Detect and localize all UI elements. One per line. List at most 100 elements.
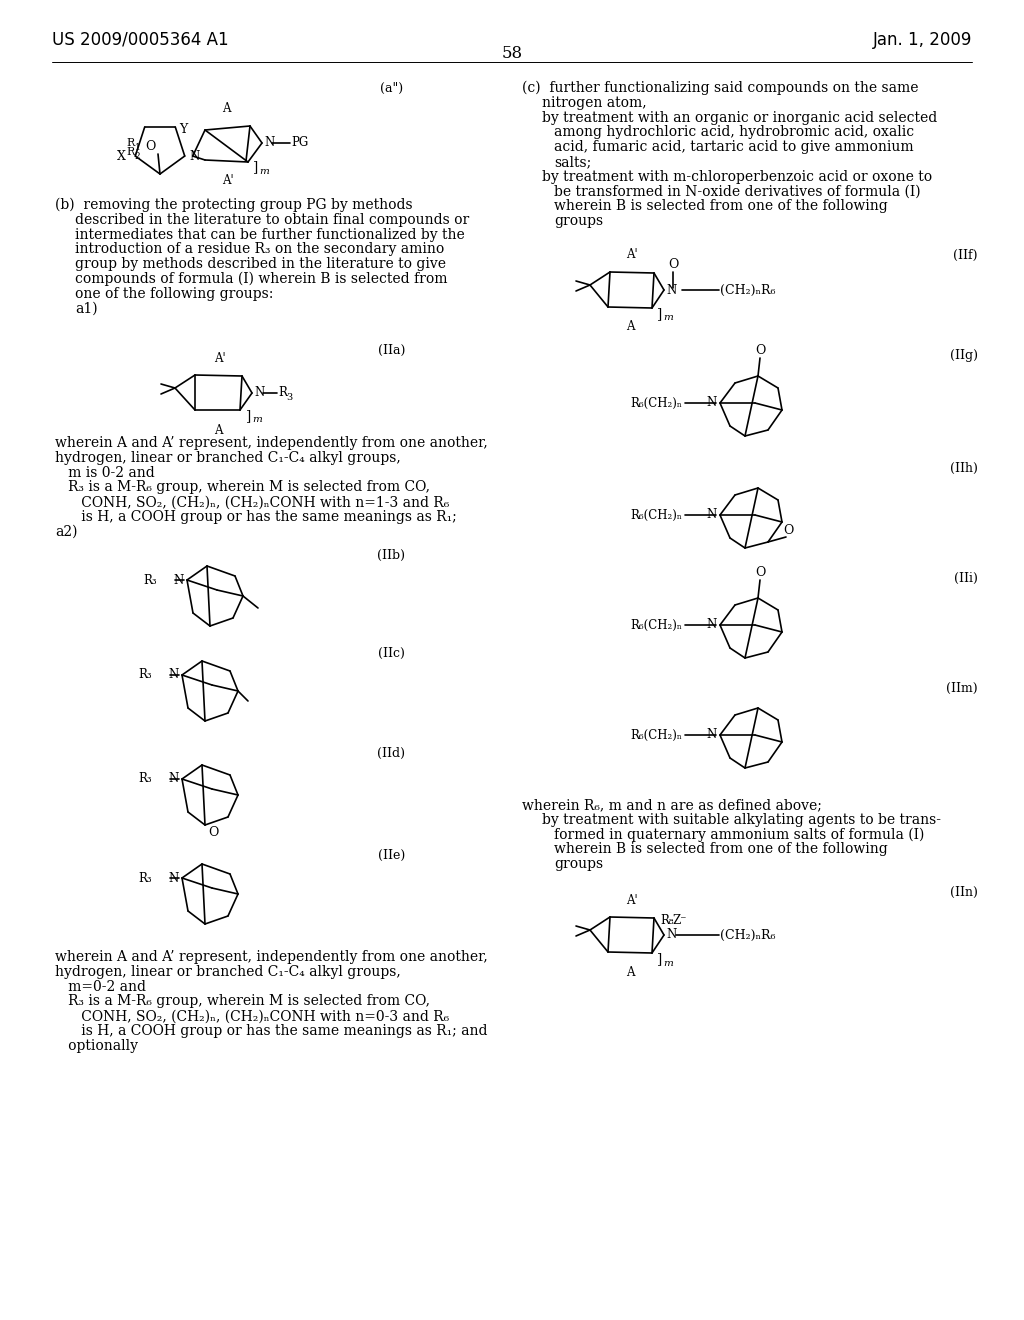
Text: A: A xyxy=(222,102,230,115)
Text: R₈: R₈ xyxy=(660,913,674,927)
Text: group by methods described in the literature to give: group by methods described in the litera… xyxy=(75,257,446,271)
Text: among hydrochloric acid, hydrobromic acid, oxalic: among hydrochloric acid, hydrobromic aci… xyxy=(554,125,914,140)
Text: N: N xyxy=(169,871,179,884)
Text: acid, fumaric acid, tartaric acid to give ammonium: acid, fumaric acid, tartaric acid to giv… xyxy=(554,140,913,154)
Text: (IIm): (IIm) xyxy=(946,681,978,694)
Text: (IIg): (IIg) xyxy=(950,348,978,362)
Text: m: m xyxy=(252,416,262,425)
Text: by treatment with m-chloroperbenzoic acid or oxone to: by treatment with m-chloroperbenzoic aci… xyxy=(542,170,932,183)
Text: by treatment with suitable alkylating agents to be trans-: by treatment with suitable alkylating ag… xyxy=(542,813,941,826)
Text: (c)  further functionalizing said compounds on the same: (c) further functionalizing said compoun… xyxy=(522,81,919,95)
Text: one of the following groups:: one of the following groups: xyxy=(75,286,273,301)
Text: O: O xyxy=(782,524,794,536)
Text: ]: ] xyxy=(246,409,251,422)
Text: salts;: salts; xyxy=(554,154,591,169)
Text: CONH, SO₂, (CH₂)ₙ, (CH₂)ₙCONH with n=1-3 and R₆: CONH, SO₂, (CH₂)ₙ, (CH₂)ₙCONH with n=1-3… xyxy=(55,495,450,510)
Text: Jan. 1, 2009: Jan. 1, 2009 xyxy=(872,30,972,49)
Text: N: N xyxy=(169,772,179,785)
Text: (a"): (a") xyxy=(380,82,403,95)
Text: R₆(CH₂)ₙ: R₆(CH₂)ₙ xyxy=(630,508,682,521)
Text: m=0-2 and: m=0-2 and xyxy=(55,979,146,994)
Text: ]: ] xyxy=(253,160,258,174)
Text: Y: Y xyxy=(179,124,187,136)
Text: N: N xyxy=(189,149,200,162)
Text: N: N xyxy=(707,619,717,631)
Text: Z⁻: Z⁻ xyxy=(672,913,686,927)
Text: R: R xyxy=(127,147,135,157)
Text: A: A xyxy=(626,321,634,334)
Text: wherein R₆, m and n are as defined above;: wherein R₆, m and n are as defined above… xyxy=(522,799,822,812)
Text: ]: ] xyxy=(657,952,663,966)
Text: (CH₂)ₙR₆: (CH₂)ₙR₆ xyxy=(720,284,775,297)
Text: compounds of formula (I) wherein B is selected from: compounds of formula (I) wherein B is se… xyxy=(75,272,447,286)
Text: R: R xyxy=(127,139,135,148)
Text: m: m xyxy=(259,166,269,176)
Text: wherein A and A’ represent, independently from one another,: wherein A and A’ represent, independentl… xyxy=(55,436,487,450)
Text: N: N xyxy=(264,136,274,149)
Text: N: N xyxy=(707,729,717,742)
Text: (IId): (IId) xyxy=(377,747,406,759)
Text: (IIb): (IIb) xyxy=(377,549,406,561)
Text: US 2009/0005364 A1: US 2009/0005364 A1 xyxy=(52,30,228,49)
Text: introduction of a residue R₃ on the secondary amino: introduction of a residue R₃ on the seco… xyxy=(75,243,444,256)
Text: R₃ is a M-R₆ group, wherein M is selected from CO,: R₃ is a M-R₆ group, wherein M is selecte… xyxy=(55,480,430,495)
Text: R₆(CH₂)ₙ: R₆(CH₂)ₙ xyxy=(630,619,682,631)
Text: R₃ is a M-R₆ group, wherein M is selected from CO,: R₃ is a M-R₆ group, wherein M is selecte… xyxy=(55,994,430,1008)
Text: CONH, SO₂, (CH₂)ₙ, (CH₂)ₙCONH with n=0-3 and R₆: CONH, SO₂, (CH₂)ₙ, (CH₂)ₙCONH with n=0-3… xyxy=(55,1010,450,1023)
Text: PG: PG xyxy=(291,136,308,149)
Text: R₆(CH₂)ₙ: R₆(CH₂)ₙ xyxy=(630,396,682,409)
Text: 1: 1 xyxy=(135,144,140,153)
Text: R₃: R₃ xyxy=(138,871,152,884)
Text: wherein A and A’ represent, independently from one another,: wherein A and A’ represent, independentl… xyxy=(55,950,487,964)
Text: groups: groups xyxy=(554,214,603,228)
Text: N: N xyxy=(174,573,184,586)
Text: hydrogen, linear or branched C₁-C₄ alkyl groups,: hydrogen, linear or branched C₁-C₄ alkyl… xyxy=(55,965,400,979)
Text: A': A' xyxy=(627,248,638,261)
Text: O: O xyxy=(755,565,765,578)
Text: a1): a1) xyxy=(75,301,97,315)
Text: (b)  removing the protecting group PG by methods: (b) removing the protecting group PG by … xyxy=(55,198,413,213)
Text: (IIf): (IIf) xyxy=(953,248,978,261)
Text: N: N xyxy=(169,668,179,681)
Text: N: N xyxy=(707,508,717,521)
Text: groups: groups xyxy=(554,857,603,871)
Text: m: m xyxy=(663,314,673,322)
Text: O: O xyxy=(668,257,678,271)
Text: A': A' xyxy=(222,173,233,186)
Text: O: O xyxy=(144,140,156,153)
Text: N: N xyxy=(707,396,717,409)
Text: is H, a COOH group or has the same meanings as R₁; and: is H, a COOH group or has the same meani… xyxy=(55,1024,487,1038)
Text: A: A xyxy=(214,424,222,437)
Text: A': A' xyxy=(627,894,638,907)
Text: wherein B is selected from one of the following: wherein B is selected from one of the fo… xyxy=(554,842,888,857)
Text: (IIe): (IIe) xyxy=(378,849,406,862)
Text: (IIi): (IIi) xyxy=(954,572,978,585)
Text: formed in quaternary ammonium salts of formula (I): formed in quaternary ammonium salts of f… xyxy=(554,828,925,842)
Text: R₃: R₃ xyxy=(138,668,152,681)
Text: wherein B is selected from one of the following: wherein B is selected from one of the fo… xyxy=(554,199,888,214)
Text: O: O xyxy=(208,826,218,840)
Text: 3: 3 xyxy=(286,393,292,403)
Text: N: N xyxy=(666,928,676,941)
Text: O: O xyxy=(755,343,765,356)
Text: R: R xyxy=(278,387,287,400)
Text: (IIc): (IIc) xyxy=(378,647,406,660)
Text: be transformed in N-oxide derivatives of formula (I): be transformed in N-oxide derivatives of… xyxy=(554,185,921,198)
Text: optionally: optionally xyxy=(55,1039,138,1053)
Text: N: N xyxy=(666,284,676,297)
Text: 58: 58 xyxy=(502,45,522,62)
Text: (IIn): (IIn) xyxy=(950,886,978,899)
Text: R₆(CH₂)ₙ: R₆(CH₂)ₙ xyxy=(630,729,682,742)
Text: nitrogen atom,: nitrogen atom, xyxy=(542,96,646,110)
Text: by treatment with an organic or inorganic acid selected: by treatment with an organic or inorgani… xyxy=(542,111,937,124)
Text: X: X xyxy=(117,149,126,162)
Text: a2): a2) xyxy=(55,525,78,539)
Text: R₃: R₃ xyxy=(138,772,152,785)
Text: m: m xyxy=(663,958,673,968)
Text: ]: ] xyxy=(657,308,663,321)
Text: R₃: R₃ xyxy=(143,573,157,586)
Text: described in the literature to obtain final compounds or: described in the literature to obtain fi… xyxy=(75,213,469,227)
Text: N: N xyxy=(254,387,264,400)
Text: (IIa): (IIa) xyxy=(378,343,406,356)
Text: (CH₂)ₙR₆: (CH₂)ₙR₆ xyxy=(720,928,775,941)
